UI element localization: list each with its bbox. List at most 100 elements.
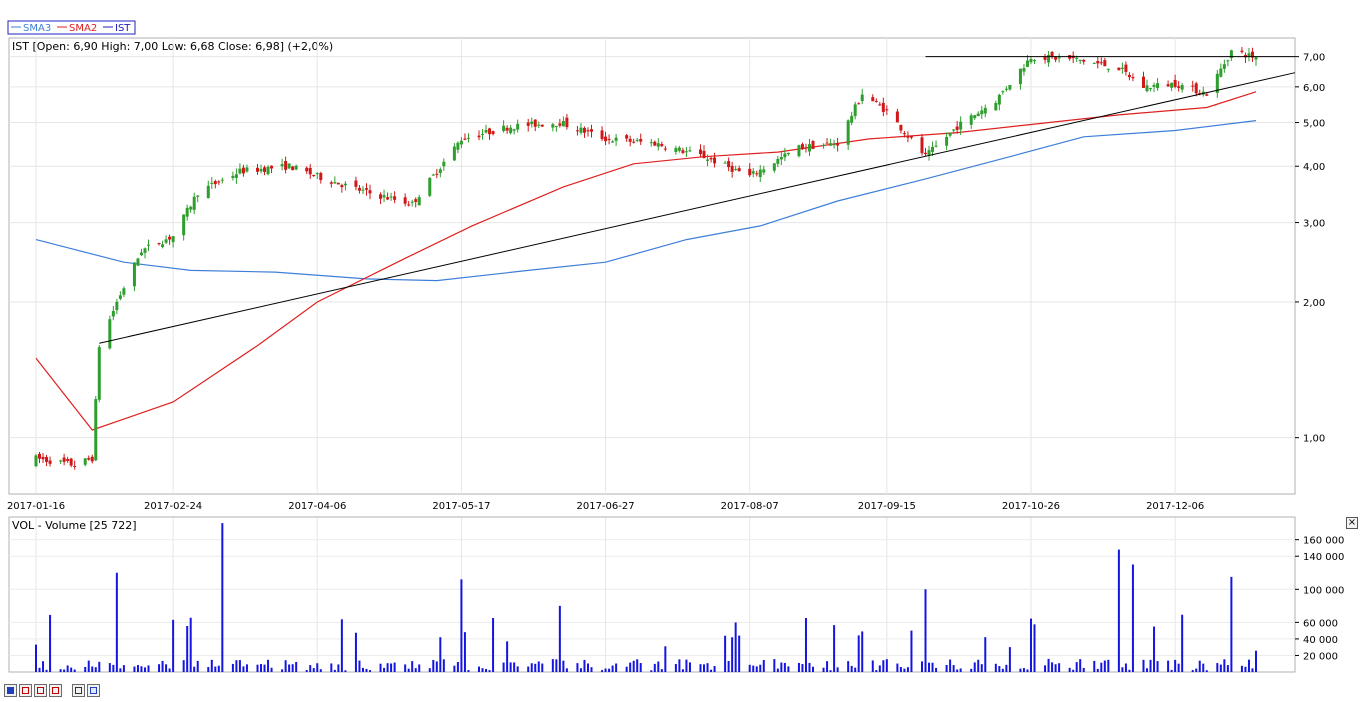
volume-bar: [674, 664, 677, 672]
volume-bar: [826, 661, 829, 672]
volume-bar: [193, 666, 196, 672]
candle-body: [1103, 60, 1107, 67]
volume-bar: [210, 659, 213, 672]
volume-bar: [727, 661, 730, 672]
volume-bar: [136, 665, 139, 672]
volume-bar: [340, 619, 343, 672]
candle-body: [220, 179, 224, 181]
volume-bar: [780, 662, 783, 672]
candle-body: [319, 172, 323, 181]
candle-body: [171, 236, 175, 243]
volume-bar: [632, 660, 635, 672]
volume-bar: [383, 667, 386, 672]
reset-zoom-icon[interactable]: [49, 684, 62, 697]
volume-bar: [404, 664, 407, 672]
candle-body: [755, 173, 759, 175]
volume-bar: [390, 663, 393, 672]
candle-body: [558, 123, 562, 126]
candle-body: [1131, 77, 1135, 79]
candle-body: [484, 129, 488, 133]
candle-body: [674, 148, 678, 152]
volume-y-axis: 20 000 40 000 60 000 100 000 140 000 160 000: [1295, 536, 1344, 662]
volume-bar: [1146, 668, 1149, 672]
candle-body: [1240, 50, 1244, 53]
candle-body: [343, 183, 347, 186]
volume-bar: [639, 663, 642, 672]
zoom-out-icon[interactable]: [34, 684, 47, 697]
candle-body: [871, 97, 875, 102]
volume-bar: [115, 572, 118, 672]
volume-bar: [956, 669, 959, 672]
volume-bar: [435, 661, 438, 672]
candle-body: [1170, 82, 1174, 88]
candle-body: [389, 196, 393, 198]
volume-bar: [980, 664, 983, 672]
volume-bar: [354, 632, 357, 672]
candle-body: [906, 135, 910, 138]
volume-bar: [590, 667, 593, 672]
candle-body: [832, 144, 836, 146]
candle-body: [783, 153, 787, 158]
volume-bar: [189, 617, 192, 672]
volume-bar: [270, 667, 273, 672]
volume-bar: [664, 646, 667, 672]
candle-body: [1008, 84, 1012, 90]
candle-body: [734, 169, 738, 171]
save-icon[interactable]: [4, 684, 17, 697]
volume-bar: [660, 669, 663, 672]
candle-body: [305, 167, 309, 172]
volume-bar: [63, 669, 66, 672]
volume-bar: [579, 668, 582, 672]
volume-tick-label: 140 000: [1303, 552, 1344, 563]
candle-body: [1156, 83, 1160, 89]
x-axis: 2017-01-16 2017-02-24 2017-04-06 2017-05-17…: [7, 501, 1204, 512]
x-tick-label: 2017-08-07: [721, 501, 779, 512]
candle-body: [973, 115, 977, 119]
zoom-in-icon[interactable]: [19, 684, 32, 697]
candle-body: [730, 165, 734, 172]
print-icon[interactable]: [87, 684, 100, 697]
candle-body: [386, 197, 390, 200]
candle-body: [245, 167, 249, 172]
volume-bar: [808, 662, 811, 672]
candle-body: [192, 196, 196, 210]
volume-bar: [361, 667, 364, 672]
candle-body: [723, 162, 727, 164]
volume-bar: [1247, 659, 1250, 672]
volume-bar: [442, 659, 445, 672]
candle-body: [266, 166, 270, 175]
volume-bar: [534, 663, 537, 672]
close-panel-button[interactable]: ×: [1346, 517, 1358, 529]
sma-lines: [35, 91, 1257, 431]
candle-body: [607, 139, 611, 141]
fit-icon[interactable]: [72, 684, 85, 697]
volume-bar: [477, 666, 480, 672]
candle-body: [899, 124, 903, 131]
volume-bar: [1029, 618, 1032, 672]
candle-body: [684, 151, 688, 153]
volume-bar: [133, 666, 136, 672]
volume-bar: [1170, 669, 1173, 672]
candle-body: [565, 117, 569, 128]
volume-bar: [685, 659, 688, 672]
candle-body: [1092, 62, 1096, 64]
candle-body: [38, 453, 42, 459]
candle-body: [1022, 68, 1026, 72]
candle-body: [857, 103, 861, 105]
candle-body: [751, 171, 755, 174]
volume-bar: [1005, 664, 1008, 672]
candle-body: [976, 113, 980, 117]
candle-body: [983, 107, 987, 114]
candle-body: [157, 242, 161, 245]
volume-bar: [738, 635, 741, 672]
price-grid: [9, 38, 1295, 672]
volume-bar: [734, 622, 737, 672]
volume-bar: [583, 659, 586, 672]
volume-bar: [456, 662, 459, 672]
candle-body: [611, 141, 615, 143]
volume-bar: [861, 631, 864, 672]
legend-label: IST: [115, 23, 131, 34]
volume-bar: [812, 666, 815, 672]
volume-bar: [165, 664, 168, 672]
volume-bar: [432, 659, 435, 672]
